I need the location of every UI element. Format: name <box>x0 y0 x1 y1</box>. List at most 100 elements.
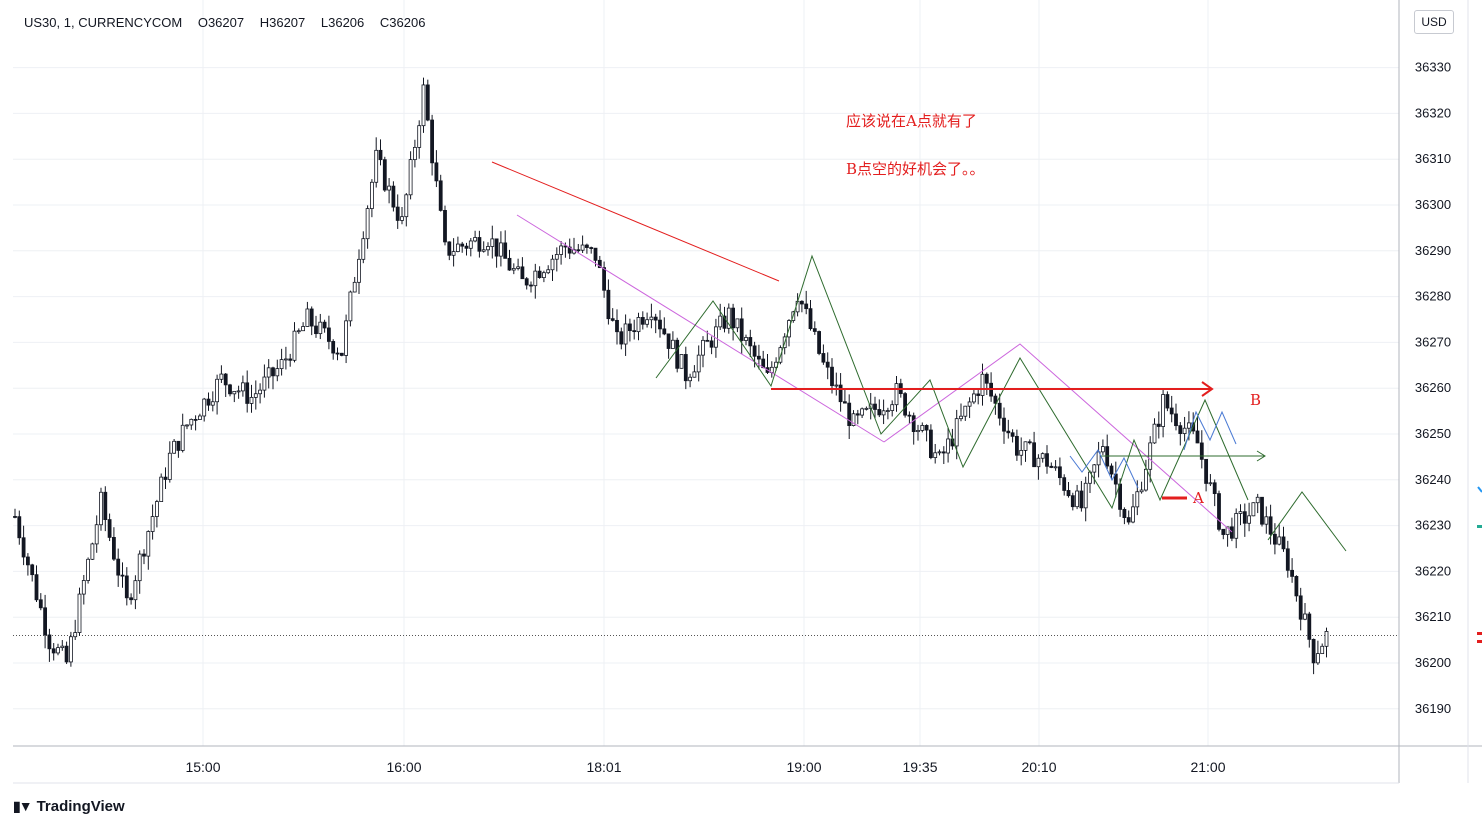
candle-body <box>1161 394 1165 427</box>
candle-body <box>120 574 125 577</box>
candle-body <box>851 413 856 426</box>
candle-body <box>1066 490 1071 497</box>
candle-body <box>486 246 490 251</box>
price-tick-label: 36240 <box>1415 472 1451 487</box>
candle-body <box>266 367 271 378</box>
candle-body <box>946 438 950 454</box>
candle-body <box>365 208 370 240</box>
candle-body <box>86 558 90 581</box>
candle-body <box>1109 465 1114 475</box>
candle-body <box>494 238 499 257</box>
candle-body <box>507 257 512 271</box>
candle-body <box>185 424 189 427</box>
price-tick-label: 36330 <box>1415 60 1451 75</box>
candle-body <box>1208 482 1213 485</box>
candle-body <box>980 373 985 396</box>
candle-body <box>722 315 727 329</box>
candle-body <box>688 376 692 382</box>
candle-body <box>236 390 241 393</box>
candle-body <box>215 378 220 403</box>
candle-body <box>223 373 228 386</box>
candle-body <box>69 636 73 663</box>
candle-body <box>718 315 723 328</box>
candle-body <box>150 516 155 532</box>
ohlc-open: O36207 <box>197 15 245 30</box>
candle-body <box>391 185 396 208</box>
currency-button[interactable]: USD <box>1414 10 1454 34</box>
candle-body <box>1212 482 1217 495</box>
candle-body <box>447 241 452 256</box>
edge-mark-red-1 <box>1477 632 1482 635</box>
price-axis-ticks: 36190 36200 36210 36220 36230 36240 36250 36260… <box>1415 60 1451 716</box>
candle-body <box>1152 423 1157 444</box>
symbol-name[interactable]: US30, 1, CURRENCYCOM <box>24 15 183 30</box>
candle-body <box>73 632 78 638</box>
candle-body <box>245 382 250 404</box>
candle-body <box>464 245 469 249</box>
candle-body <box>1169 407 1174 415</box>
candle-body <box>43 607 47 636</box>
chart-axes <box>13 0 1482 784</box>
candle-body <box>580 244 585 251</box>
candle-body <box>309 308 314 327</box>
candle-body <box>757 355 761 360</box>
candle-body <box>455 243 460 252</box>
candle-body <box>903 393 907 416</box>
candle-body <box>305 308 310 327</box>
candle-body <box>180 424 185 451</box>
price-tick-label: 36270 <box>1415 334 1451 349</box>
candle-body <box>94 524 99 545</box>
candle-body <box>894 383 899 406</box>
candle-body <box>133 580 138 601</box>
price-tick-label: 36220 <box>1415 563 1451 578</box>
candle-body <box>314 325 318 335</box>
candle-body <box>1251 502 1256 517</box>
time-axis-ticks: 15:00 16:00 18:01 19:00 19:35 20:10 21:00 <box>185 759 1225 775</box>
candle-body <box>830 366 834 387</box>
candle-body <box>666 333 671 349</box>
candle-body <box>821 353 826 363</box>
price-tick-label: 36230 <box>1415 518 1451 533</box>
candle-body <box>361 238 366 260</box>
candle-body <box>34 574 39 601</box>
candle-body <box>1053 466 1058 469</box>
candle-body <box>1062 477 1067 491</box>
symbol-header: US30, 1, CURRENCYCOM O36207 H36207 L3620… <box>24 15 437 30</box>
candle-body <box>146 531 151 557</box>
candle-body <box>709 340 714 348</box>
candle-body <box>1195 430 1200 444</box>
candle-body <box>817 331 821 354</box>
candle-body <box>1217 493 1221 530</box>
candle-body <box>116 558 121 576</box>
candle-body <box>1298 595 1303 620</box>
green-zigzag-2 <box>1267 491 1347 552</box>
candle-body <box>189 418 194 426</box>
candle-body <box>1079 490 1084 509</box>
candle-body <box>993 395 998 404</box>
candle-body <box>202 398 207 417</box>
candle-body <box>1049 465 1054 468</box>
edge-mark-blue <box>1477 486 1482 493</box>
candle-body <box>167 452 172 480</box>
candle-body <box>877 409 882 416</box>
candle-body <box>1320 645 1325 655</box>
price-tick-label: 36310 <box>1415 151 1451 166</box>
candle-body <box>1225 526 1230 535</box>
candle-body <box>593 247 598 261</box>
candle-body <box>434 162 439 182</box>
candle-body <box>262 376 267 391</box>
candle-body <box>1023 441 1028 451</box>
candles <box>13 77 1329 675</box>
candle-body <box>911 415 916 433</box>
tradingview-logo[interactable]: ▮▼ TradingView <box>13 798 125 815</box>
candle-body <box>443 210 447 243</box>
candle-body <box>412 146 417 161</box>
candle-body <box>976 393 981 396</box>
candle-body <box>881 410 886 416</box>
price-tick-label: 36290 <box>1415 243 1451 258</box>
candle-body <box>51 648 56 654</box>
price-tick-label: 36190 <box>1415 701 1451 716</box>
time-tick-label: 19:35 <box>902 759 937 775</box>
candle-body <box>1006 430 1011 434</box>
